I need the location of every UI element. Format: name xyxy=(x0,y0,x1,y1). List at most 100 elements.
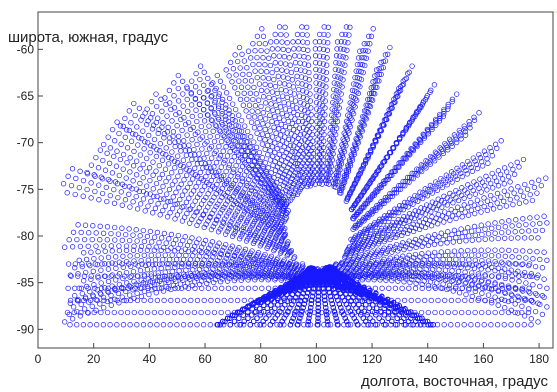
data-points xyxy=(60,24,550,328)
data-point xyxy=(392,305,399,312)
data-point xyxy=(186,142,192,148)
data-point xyxy=(516,200,523,206)
data-point xyxy=(167,135,173,141)
data-point xyxy=(230,66,237,72)
data-point xyxy=(523,199,529,205)
data-point xyxy=(252,114,258,120)
data-point xyxy=(155,252,161,258)
data-point xyxy=(292,161,298,167)
data-point xyxy=(102,167,109,173)
data-point xyxy=(195,129,201,135)
data-point xyxy=(236,315,242,321)
data-point xyxy=(156,239,162,246)
data-point xyxy=(477,176,483,182)
data-point xyxy=(234,226,240,232)
data-point xyxy=(289,103,296,109)
data-point xyxy=(173,256,180,263)
data-point xyxy=(138,257,144,264)
data-point xyxy=(232,118,238,124)
data-point xyxy=(147,149,153,156)
data-point xyxy=(239,51,245,57)
data-point xyxy=(276,115,283,121)
data-point xyxy=(190,202,196,208)
data-point xyxy=(77,243,84,250)
data-point xyxy=(131,243,137,249)
data-point xyxy=(165,161,172,167)
data-point xyxy=(277,60,284,66)
data-point xyxy=(102,261,108,267)
data-point xyxy=(146,244,152,250)
data-point xyxy=(248,55,254,61)
data-point xyxy=(249,162,255,168)
data-point xyxy=(239,138,245,145)
data-point xyxy=(287,170,293,176)
data-point xyxy=(370,302,376,308)
data-point xyxy=(161,230,168,237)
data-point xyxy=(182,188,188,194)
data-point xyxy=(226,222,232,228)
data-point xyxy=(268,271,275,277)
data-point xyxy=(264,132,271,139)
data-point xyxy=(212,251,218,257)
data-point xyxy=(155,115,161,121)
data-point xyxy=(225,129,232,135)
data-point xyxy=(247,166,253,173)
data-point xyxy=(235,58,241,65)
data-point xyxy=(274,90,280,97)
data-point xyxy=(227,132,233,138)
data-point xyxy=(201,69,207,75)
data-point xyxy=(116,130,122,137)
data-point xyxy=(213,123,220,129)
data-point xyxy=(176,185,182,191)
data-point xyxy=(497,204,503,211)
data-point xyxy=(149,126,156,132)
data-point xyxy=(86,230,92,236)
data-point xyxy=(346,32,352,38)
data-point xyxy=(151,234,158,240)
data-point xyxy=(215,105,222,111)
data-point xyxy=(177,162,184,168)
data-point xyxy=(218,119,225,126)
data-point xyxy=(281,99,287,106)
data-point xyxy=(189,170,195,176)
data-point xyxy=(236,143,242,150)
data-point xyxy=(230,169,236,175)
data-point xyxy=(105,254,112,260)
data-point xyxy=(239,148,245,154)
data-point xyxy=(219,138,225,145)
data-point xyxy=(347,24,353,30)
data-point xyxy=(239,157,246,163)
data-point xyxy=(494,200,500,206)
data-point xyxy=(244,65,250,71)
data-point xyxy=(183,166,189,172)
data-point xyxy=(177,143,183,150)
data-point xyxy=(467,184,474,191)
data-point xyxy=(203,173,209,180)
data-point xyxy=(299,24,305,30)
data-point xyxy=(204,100,211,106)
data-point xyxy=(122,115,128,122)
data-point xyxy=(529,197,536,204)
data-point xyxy=(157,141,164,147)
data-point xyxy=(171,158,178,164)
data-point xyxy=(229,112,235,119)
data-point xyxy=(179,78,186,84)
data-point xyxy=(429,214,435,220)
data-point xyxy=(209,239,216,245)
data-point xyxy=(242,78,248,84)
data-point xyxy=(280,46,286,53)
data-point xyxy=(232,224,239,230)
data-point xyxy=(73,175,79,182)
data-point xyxy=(283,187,289,194)
data-point xyxy=(235,174,241,180)
data-point xyxy=(275,46,281,52)
data-point xyxy=(268,189,275,195)
data-point xyxy=(105,266,112,272)
data-point xyxy=(119,294,125,300)
data-point xyxy=(339,308,345,314)
data-point xyxy=(140,175,146,181)
data-point xyxy=(193,70,199,77)
data-point xyxy=(291,255,297,261)
data-point xyxy=(124,280,130,286)
data-point xyxy=(242,209,248,215)
